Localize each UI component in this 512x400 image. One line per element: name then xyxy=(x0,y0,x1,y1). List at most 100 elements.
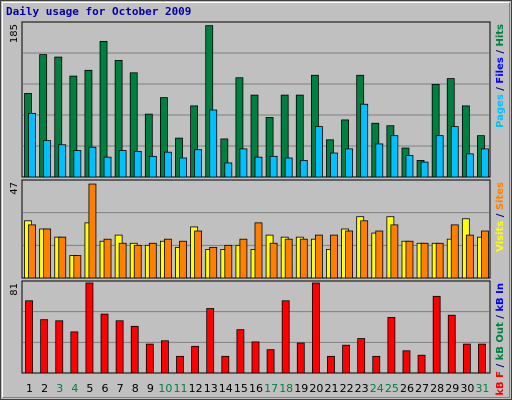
legend-segment: Visits xyxy=(495,221,506,252)
bar-files-day-1 xyxy=(28,112,36,178)
bar-files-day-6 xyxy=(103,156,112,178)
x-tick-label-6: 6 xyxy=(102,382,109,395)
bar-kbin-day-5 xyxy=(85,282,94,374)
bar-files-day-16 xyxy=(254,156,263,178)
bar-hits-day-22 xyxy=(341,119,349,178)
bar-kbin-day-3 xyxy=(55,320,64,374)
x-tick-label-25: 25 xyxy=(385,382,399,395)
x-tick-label-22: 22 xyxy=(340,382,354,395)
bar-files-day-28 xyxy=(435,135,444,178)
bar-sites-day-24 xyxy=(375,230,384,279)
bar-sites-day-4 xyxy=(73,255,82,279)
bar-sites-day-18 xyxy=(284,238,293,279)
legend-segment: Pages xyxy=(495,94,506,128)
legend-segment: / xyxy=(495,210,506,221)
x-tick-label-30: 30 xyxy=(460,382,474,395)
bar-files-day-9 xyxy=(148,155,157,178)
bar-kbin-day-2 xyxy=(40,319,49,374)
bar-kbin-day-25 xyxy=(387,317,396,374)
x-tick-label-29: 29 xyxy=(445,382,459,395)
bar-files-day-15 xyxy=(239,148,248,178)
bar-kbin-day-13 xyxy=(206,308,215,374)
bar-files-day-26 xyxy=(405,155,414,178)
bar-kbin-day-17 xyxy=(266,349,275,374)
bar-kbin-day-16 xyxy=(251,341,260,374)
bar-kbin-day-1 xyxy=(25,300,33,374)
bar-hits-day-28 xyxy=(431,83,440,178)
bar-sites-day-16 xyxy=(254,222,263,279)
bar-kbin-day-30 xyxy=(462,343,471,374)
bar-kbin-day-23 xyxy=(357,338,366,374)
bar-sites-day-1 xyxy=(28,224,36,279)
x-tick-label-18: 18 xyxy=(279,382,293,395)
bar-files-day-31 xyxy=(481,148,489,178)
bar-kbin-day-26 xyxy=(402,350,411,374)
bar-sites-day-31 xyxy=(481,230,489,279)
bar-kbin-day-14 xyxy=(221,355,230,374)
x-tick-label-23: 23 xyxy=(355,382,369,395)
legend-segment: / xyxy=(495,47,506,58)
x-tick-label-8: 8 xyxy=(132,382,139,395)
bar-files-day-24 xyxy=(375,143,384,178)
bar-hits-day-10 xyxy=(160,97,168,178)
bar-files-day-7 xyxy=(118,150,127,178)
bar-hits-day-12 xyxy=(190,105,199,178)
bar-hits-day-13 xyxy=(205,25,214,178)
bar-sites-day-28 xyxy=(435,242,444,279)
bar-files-day-4 xyxy=(73,150,82,178)
bar-files-day-13 xyxy=(209,109,218,178)
bar-files-day-3 xyxy=(58,144,67,178)
bar-hits-day-14 xyxy=(220,138,229,178)
bar-hits-day-4 xyxy=(69,75,78,178)
bar-kbin-day-31 xyxy=(478,343,486,374)
legend-segment: Sites xyxy=(495,182,506,210)
x-tick-label-20: 20 xyxy=(309,382,323,395)
bar-sites-day-7 xyxy=(118,242,127,279)
bar-kbin-day-27 xyxy=(417,354,426,374)
bar-kbin-day-8 xyxy=(130,325,139,374)
bar-sites-day-11 xyxy=(179,240,187,279)
bar-files-day-11 xyxy=(179,157,187,178)
bar-hits-day-15 xyxy=(235,77,244,178)
bar-sites-day-22 xyxy=(345,230,353,279)
bar-kbin-day-11 xyxy=(176,355,184,374)
x-tick-label-5: 5 xyxy=(86,382,93,395)
bar-sites-day-15 xyxy=(239,238,248,279)
bar-hits-day-19 xyxy=(295,94,304,178)
bar-hits-day-2 xyxy=(39,54,48,178)
bar-kbin-day-6 xyxy=(100,313,109,374)
bar-kbin-day-21 xyxy=(327,355,335,374)
bar-hits-day-11 xyxy=(175,137,183,178)
x-tick-label-16: 16 xyxy=(249,382,263,395)
bar-sites-day-13 xyxy=(209,246,218,279)
bar-files-day-14 xyxy=(224,162,233,178)
panel-1-side-legend: Pages / Files / Hits xyxy=(495,24,506,128)
bar-sites-day-5 xyxy=(88,183,97,279)
bar-sites-day-27 xyxy=(420,242,429,279)
x-tick-label-11: 11 xyxy=(174,382,188,395)
bar-kbin-day-28 xyxy=(432,295,441,374)
bar-hits-day-6 xyxy=(99,40,108,178)
bar-sites-day-21 xyxy=(330,234,338,279)
bar-kbin-day-24 xyxy=(372,355,381,374)
panel-2-side-legend: Visits / Sites xyxy=(495,182,506,252)
x-tick-label-21: 21 xyxy=(324,382,338,395)
bar-kbin-day-12 xyxy=(191,345,200,374)
legend-segment: kB In xyxy=(495,283,506,312)
bar-hits-day-17 xyxy=(265,117,274,178)
panel-2-ymax-label: 47 xyxy=(9,182,20,195)
bar-kbin-day-10 xyxy=(161,340,169,374)
legend-segment: / xyxy=(495,84,506,95)
bar-sites-day-17 xyxy=(269,242,278,279)
bar-kbin-day-19 xyxy=(296,342,305,374)
bar-sites-day-3 xyxy=(58,236,67,279)
x-tick-label-12: 12 xyxy=(189,382,203,395)
bar-files-day-21 xyxy=(330,152,338,178)
bar-kbin-day-15 xyxy=(236,329,245,374)
bar-sites-day-8 xyxy=(133,244,142,279)
bar-files-day-10 xyxy=(164,151,172,178)
bar-kbin-day-22 xyxy=(342,344,350,374)
bar-sites-day-10 xyxy=(164,238,172,279)
bar-sites-day-6 xyxy=(103,238,112,279)
